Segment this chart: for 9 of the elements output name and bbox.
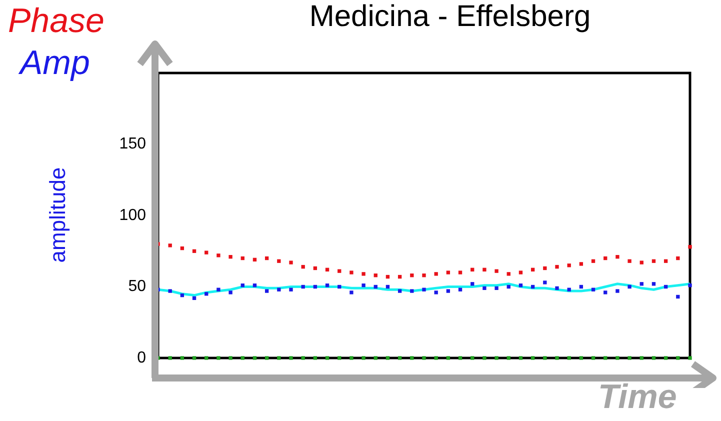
chart-title: Medicina - Effelsberg — [308, 0, 592, 34]
y-tick-label: 100 — [119, 206, 146, 224]
text: Time — [598, 378, 677, 417]
y-tick-label: 150 — [119, 136, 146, 153]
y-tick-label: 0 — [137, 349, 146, 366]
text: Amp — [20, 44, 90, 83]
y-tick-label: 50 — [128, 278, 146, 296]
y-axis-title: amplitude — [45, 167, 71, 263]
text: Phase — [8, 2, 104, 41]
